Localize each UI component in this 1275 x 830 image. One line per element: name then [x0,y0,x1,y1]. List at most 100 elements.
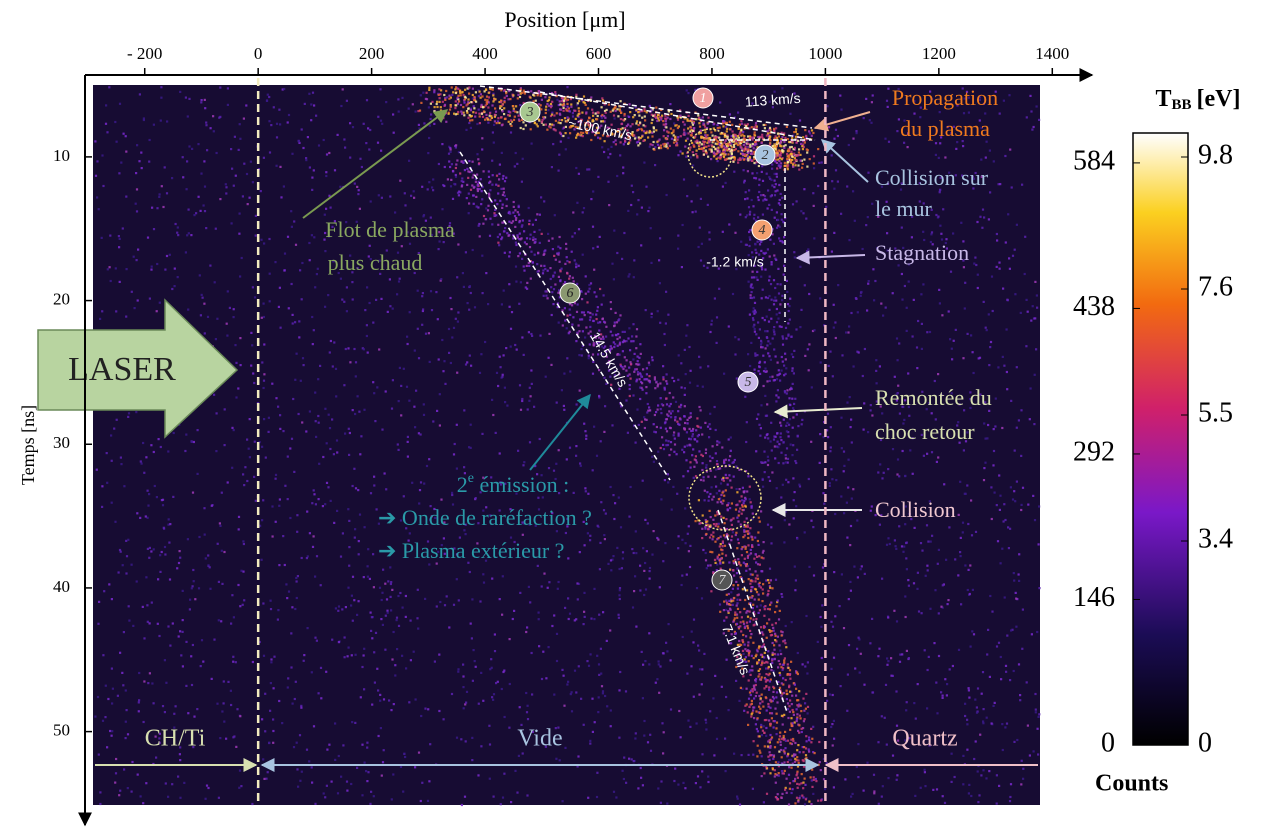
pixel [677,378,680,381]
pixel [712,123,715,126]
pixel [427,106,430,109]
pixel [629,377,632,380]
pixel [959,536,962,539]
pixel [672,131,675,134]
pixel [681,574,684,577]
pixel [669,117,672,121]
pixel [613,133,616,136]
pixel [572,280,575,283]
pixel [599,287,602,291]
pixel [628,394,631,398]
pixel [279,165,282,168]
pixel [160,185,163,188]
pixel [308,760,311,763]
pixel [305,430,308,433]
pixel [156,207,159,210]
pixel [455,467,458,470]
pixel [607,369,611,372]
pixel [567,109,570,113]
pixel [747,135,750,138]
pixel [108,86,111,89]
pixel [527,331,530,334]
pixel [537,496,540,499]
pixel [555,462,558,465]
pixel [768,143,771,146]
pixel [689,130,692,133]
pixel [798,485,802,488]
pixel [306,627,309,630]
pixel [402,367,405,370]
pixel [757,543,760,546]
pixel [717,140,720,143]
pixel [587,119,590,122]
pixel [715,341,718,344]
pixel [648,363,651,366]
pixel [685,334,688,337]
pixel [784,136,787,139]
pixel [161,705,165,708]
pixel [230,622,233,625]
pixel [595,795,599,799]
pixel [935,129,938,132]
pixel [1025,298,1028,301]
pixel [1006,299,1009,302]
pixel [488,181,491,184]
pixel [987,313,990,316]
pixel [810,779,813,782]
pixel [887,616,890,619]
pixel [964,564,967,567]
pixel [842,450,846,453]
pixel [232,316,235,319]
pixel [575,95,578,98]
pixel [202,660,205,663]
pixel [798,119,802,122]
pixel [758,137,761,140]
pixel [605,108,608,111]
pixel [738,468,741,471]
pixel [787,155,790,158]
pixel [630,133,633,136]
pixel [937,156,940,159]
pixel [525,691,528,695]
pixel [136,773,139,776]
pixel [994,90,997,93]
pixel [491,223,494,226]
pixel [776,167,779,170]
pixel [561,96,564,99]
pixel [660,118,663,121]
pixel [520,225,523,228]
pixel [925,524,929,527]
pixel [788,305,791,308]
pixel [480,105,483,108]
pixel [851,792,854,795]
pixel [751,138,754,141]
pixel [950,392,953,395]
pixel [509,98,512,101]
pixel [653,148,656,151]
pixel [733,752,736,755]
pixel [1034,280,1037,283]
pixel [457,98,460,101]
pixel [378,348,381,351]
pixel [689,146,692,149]
pixel [973,262,976,265]
pixel [375,298,378,301]
pixel [709,137,712,140]
pixel [675,453,678,456]
pixel [406,342,409,346]
pixel [390,798,393,801]
pixel [207,564,210,567]
pixel [696,139,699,142]
pixel [286,686,289,689]
pixel [982,708,985,711]
pixel [399,179,402,182]
pixel [482,110,486,113]
pixel [305,748,309,751]
pixel [138,671,141,675]
pixel [713,264,716,267]
pixel [995,774,998,777]
pixel [1018,553,1021,556]
pixel [481,432,484,435]
pixel [651,356,654,359]
pixel [517,204,520,207]
